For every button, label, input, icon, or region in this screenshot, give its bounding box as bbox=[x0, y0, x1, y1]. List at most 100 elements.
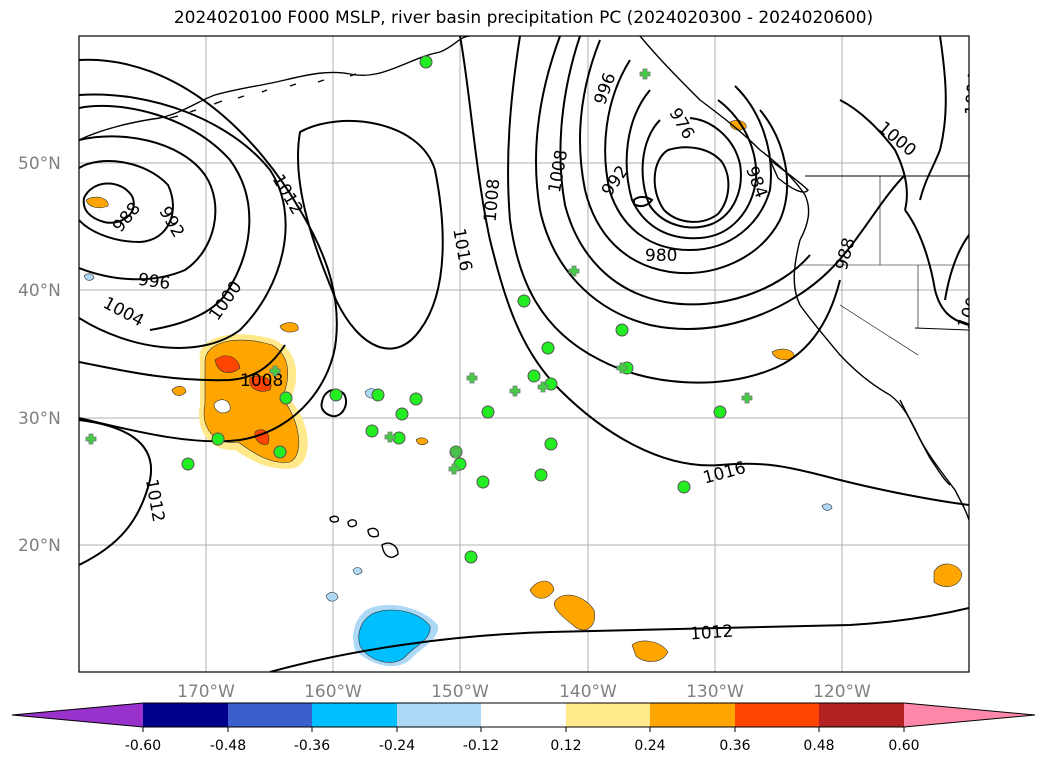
station-marker bbox=[476, 475, 490, 489]
colorbar-bin bbox=[397, 703, 481, 727]
station-marker bbox=[615, 323, 629, 337]
colorbar-bin bbox=[481, 703, 566, 727]
isobars bbox=[79, 36, 969, 672]
station-marker bbox=[365, 424, 379, 438]
isobar-east-low-1004 bbox=[535, 36, 906, 330]
colorbar-tick-labels: -0.60 -0.48 -0.36 -0.24 -0.12 0.12 0.24 … bbox=[125, 738, 920, 754]
lon-label-170: 170°W bbox=[177, 682, 235, 702]
isobar-label: 1004 bbox=[962, 71, 986, 116]
colorbar-tick-label: -0.36 bbox=[294, 738, 330, 754]
colorbar-bin bbox=[143, 703, 228, 727]
colorbar-bin bbox=[312, 703, 397, 727]
isobar-east-1012 bbox=[904, 209, 969, 326]
chart-title: 2024020100 F000 MSLP, river basin precip… bbox=[173, 8, 874, 28]
station-marker bbox=[544, 437, 558, 451]
lon-labels: 170°W 160°W 150°W 140°W 130°W 120°W bbox=[177, 682, 871, 702]
precip-hole bbox=[213, 399, 231, 414]
isobar-west-1008-loop bbox=[79, 344, 286, 382]
isobar-west-1012 bbox=[79, 58, 338, 443]
isobar-west-996 bbox=[79, 135, 217, 281]
isobar-east-1004 bbox=[839, 99, 908, 211]
lon-label-130: 130°W bbox=[686, 682, 744, 702]
station-marker bbox=[541, 341, 555, 355]
station-plus bbox=[741, 392, 753, 404]
lon-label-160: 160°W bbox=[304, 682, 362, 702]
precip-area-south-2 bbox=[631, 640, 669, 662]
colorbar-bin bbox=[650, 703, 735, 727]
station-plus bbox=[537, 381, 549, 393]
us-mexico-border bbox=[914, 327, 969, 331]
lon-label-150: 150°W bbox=[431, 682, 489, 702]
station-plus bbox=[384, 431, 396, 443]
station-marker bbox=[534, 468, 548, 482]
colorbar-bin bbox=[228, 703, 312, 727]
isobar-west-1004 bbox=[79, 93, 287, 349]
isobar-east-low-984 bbox=[641, 117, 742, 229]
station-plus bbox=[450, 447, 462, 459]
us-west-coast bbox=[793, 239, 969, 521]
map-frame bbox=[78, 35, 970, 673]
colorbar-extend-low bbox=[12, 703, 143, 727]
isobar-west-1000 bbox=[79, 105, 251, 331]
baja bbox=[899, 399, 951, 486]
borders bbox=[800, 175, 969, 356]
precip-neg-small-e bbox=[83, 273, 95, 281]
coastlines bbox=[79, 36, 969, 558]
lat-label-50: 50°N bbox=[18, 154, 61, 174]
precip-core-1 bbox=[214, 355, 241, 373]
lat-label-40: 40°N bbox=[18, 281, 61, 301]
station-marker bbox=[464, 550, 478, 564]
station-marker bbox=[527, 369, 541, 383]
isobar-east-low-1000 bbox=[559, 36, 811, 306]
hawaii-kauai bbox=[329, 515, 340, 523]
isobar-east-low-976 bbox=[633, 196, 654, 208]
isobar-label: 980 bbox=[645, 246, 677, 266]
lat-label-20: 20°N bbox=[18, 536, 61, 556]
station-marker bbox=[329, 388, 343, 402]
isobar-1008-central bbox=[507, 36, 841, 384]
station-marker bbox=[409, 392, 423, 406]
isobar-mid-1016 bbox=[297, 120, 444, 350]
isobar-east-1016 bbox=[944, 234, 969, 301]
isobar-label: 996 bbox=[137, 270, 172, 294]
colorbar-tick-label: 0.48 bbox=[803, 738, 834, 754]
isobar-label: 1008 bbox=[481, 178, 505, 223]
station-marker bbox=[279, 391, 293, 405]
isobar-east-low-988 bbox=[625, 89, 758, 240]
precip-small-e bbox=[415, 437, 429, 446]
colorbar-bin bbox=[819, 703, 904, 727]
station-plus bbox=[568, 265, 580, 277]
station-marker bbox=[211, 432, 225, 446]
station-marker bbox=[395, 407, 409, 421]
station-pluses bbox=[85, 68, 753, 475]
colorbar-tick-label: 0.24 bbox=[634, 738, 665, 754]
precip-neg-small-a bbox=[325, 592, 339, 602]
station-marker bbox=[517, 294, 531, 308]
station-plus bbox=[85, 433, 97, 445]
station-plus bbox=[466, 372, 478, 384]
precip-small-b bbox=[85, 196, 109, 209]
isobar-south-1012 bbox=[269, 607, 969, 672]
colorbar-bin bbox=[735, 703, 819, 727]
station-marker bbox=[419, 55, 433, 69]
station-plus bbox=[509, 385, 521, 397]
hawaii-maui bbox=[367, 527, 380, 538]
station-marker bbox=[481, 405, 495, 419]
precip-area-east bbox=[933, 563, 963, 587]
aleutian-chain bbox=[169, 73, 357, 119]
station-marker bbox=[273, 445, 287, 459]
station-marker bbox=[713, 405, 727, 419]
precip-neg-small-b bbox=[352, 567, 363, 575]
colorbar-tick-label: 0.12 bbox=[550, 738, 581, 754]
colorbar-extend-high bbox=[904, 703, 1035, 727]
colorbar-tick-label: -0.60 bbox=[125, 738, 161, 754]
lon-label-120: 120°W bbox=[813, 682, 871, 702]
station-marker bbox=[677, 480, 691, 494]
colorbar-tick-label: 0.36 bbox=[719, 738, 750, 754]
isobar-west-low-988 bbox=[82, 182, 135, 224]
hawaii-big-island bbox=[381, 542, 399, 558]
precip-neg-small-d bbox=[821, 503, 833, 511]
isobar-east-1008 bbox=[919, 36, 947, 201]
precip-area-south-1 bbox=[554, 594, 596, 631]
vancouver-island bbox=[769, 159, 809, 193]
